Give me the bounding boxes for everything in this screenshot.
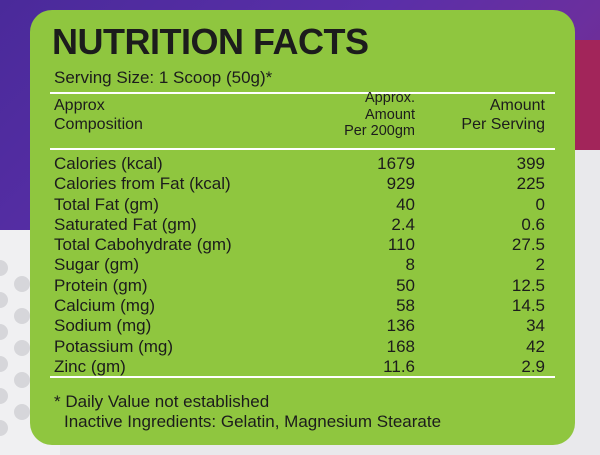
value-per-serving: 0 <box>535 194 545 214</box>
table-row: Sugar (gm) 8 2 <box>30 255 575 275</box>
table-row: Zinc (gm) 11.6 2.9 <box>30 357 575 377</box>
nutrient-name: Saturated Fat (gm) <box>54 214 197 234</box>
value-per-200gm: 58 <box>396 296 415 316</box>
dot <box>14 372 30 388</box>
nutrient-name: Sodium (mg) <box>54 316 152 336</box>
serving-size: Serving Size: 1 Scoop (50g)* <box>54 68 273 87</box>
value-per-200gm: 136 <box>386 316 415 336</box>
background-dots <box>0 250 40 455</box>
dot <box>14 404 30 420</box>
table-row: Protein (gm) 50 12.5 <box>30 276 575 296</box>
value-per-serving: 2.9 <box>521 356 545 376</box>
value-per-200gm: 929 <box>386 174 415 194</box>
value-per-200gm: 168 <box>386 336 415 356</box>
value-per-200gm: 11.6 <box>383 356 415 376</box>
nutrient-name: Total Cabohydrate (gm) <box>54 235 232 255</box>
nutrient-name: Sugar (gm) <box>54 255 140 275</box>
header-composition-line: Composition <box>54 116 143 133</box>
value-per-serving: 27.5 <box>511 235 545 255</box>
header-amount-200gm-line: Per 200gm <box>344 123 415 139</box>
dot <box>0 292 8 308</box>
value-per-200gm: 50 <box>396 275 415 295</box>
nutrient-name: Calories (kcal) <box>54 154 163 173</box>
value-per-serving: 34 <box>526 316 545 336</box>
header-composition-line: Approx <box>54 97 105 114</box>
value-per-serving: 225 <box>516 174 545 194</box>
value-per-200gm: 8 <box>405 255 415 275</box>
header-amount-200gm: Approx. Amount Per 200gm <box>344 90 415 140</box>
nutrient-name: Calcium (mg) <box>54 296 156 316</box>
header-amount-per-serving-line: Per Serving <box>461 116 545 133</box>
value-per-200gm: 1679 <box>377 154 415 173</box>
table-row: Potassium (mg) 168 42 <box>30 337 575 357</box>
card-title: NUTRITION FACTS <box>52 21 369 62</box>
dot <box>14 276 30 292</box>
header-amount-200gm-line: Approx. <box>365 90 415 106</box>
table-row: Sodium (mg) 136 34 <box>30 316 575 336</box>
dot <box>0 388 8 404</box>
value-per-200gm: 2.4 <box>391 214 415 234</box>
header-amount-per-serving: Amount Per Serving <box>461 96 545 134</box>
dot <box>14 340 30 356</box>
nutrient-name: Protein (gm) <box>54 275 148 295</box>
daily-value-note: * Daily Value not established <box>54 392 270 411</box>
value-per-serving: 0.6 <box>521 214 545 234</box>
table-row: Saturated Fat (gm) 2.4 0.6 <box>30 215 575 235</box>
value-per-serving: 12.5 <box>511 275 545 295</box>
divider <box>50 376 555 378</box>
nutrient-table: Calories (kcal) 1679 399 Calories from F… <box>30 154 575 377</box>
header-amount-200gm-line: Amount <box>365 106 415 123</box>
table-row: Total Cabohydrate (gm) 110 27.5 <box>30 235 575 255</box>
divider <box>50 148 555 150</box>
dot <box>0 356 8 372</box>
value-per-200gm: 40 <box>396 194 415 214</box>
inactive-ingredients: Inactive Ingredients: Gelatin, Magnesium… <box>64 412 442 431</box>
value-per-serving: 42 <box>526 336 545 356</box>
value-per-200gm: 110 <box>387 235 415 255</box>
dot <box>0 260 8 276</box>
nutrient-name: Zinc (gm) <box>54 356 126 376</box>
nutrient-name: Calories from Fat (kcal) <box>54 174 231 194</box>
table-row: Calcium (mg) 58 14.5 <box>30 296 575 316</box>
nutrient-name: Total Fat (gm) <box>54 194 159 214</box>
nutrient-name: Potassium (mg) <box>54 336 174 356</box>
dot <box>0 324 8 340</box>
header-amount-per-serving-line: Amount <box>489 97 545 114</box>
table-row: Total Fat (gm) 40 0 <box>30 195 575 215</box>
value-per-serving: 399 <box>516 154 545 173</box>
nutrition-facts-card: NUTRITION FACTS Serving Size: 1 Scoop (5… <box>30 10 575 445</box>
divider <box>50 92 555 94</box>
table-row: Calories from Fat (kcal) 929 225 <box>30 174 575 194</box>
table-row: Calories (kcal) 1679 399 <box>30 154 575 174</box>
value-per-serving: 14.5 <box>511 296 545 316</box>
header-composition: Approx Composition <box>54 96 143 134</box>
value-per-serving: 2 <box>535 255 545 275</box>
dot <box>14 308 30 324</box>
dot <box>0 420 8 436</box>
